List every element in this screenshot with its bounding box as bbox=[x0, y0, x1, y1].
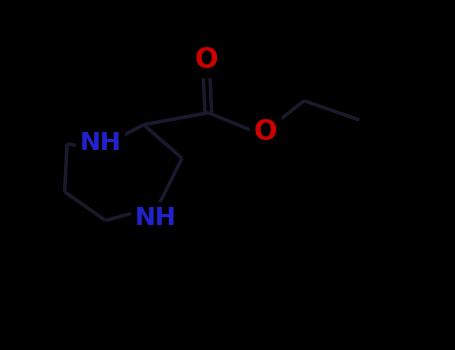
Text: NH: NH bbox=[80, 131, 121, 155]
Text: NH: NH bbox=[135, 206, 177, 230]
Text: O: O bbox=[254, 118, 278, 146]
Text: O: O bbox=[194, 46, 217, 74]
